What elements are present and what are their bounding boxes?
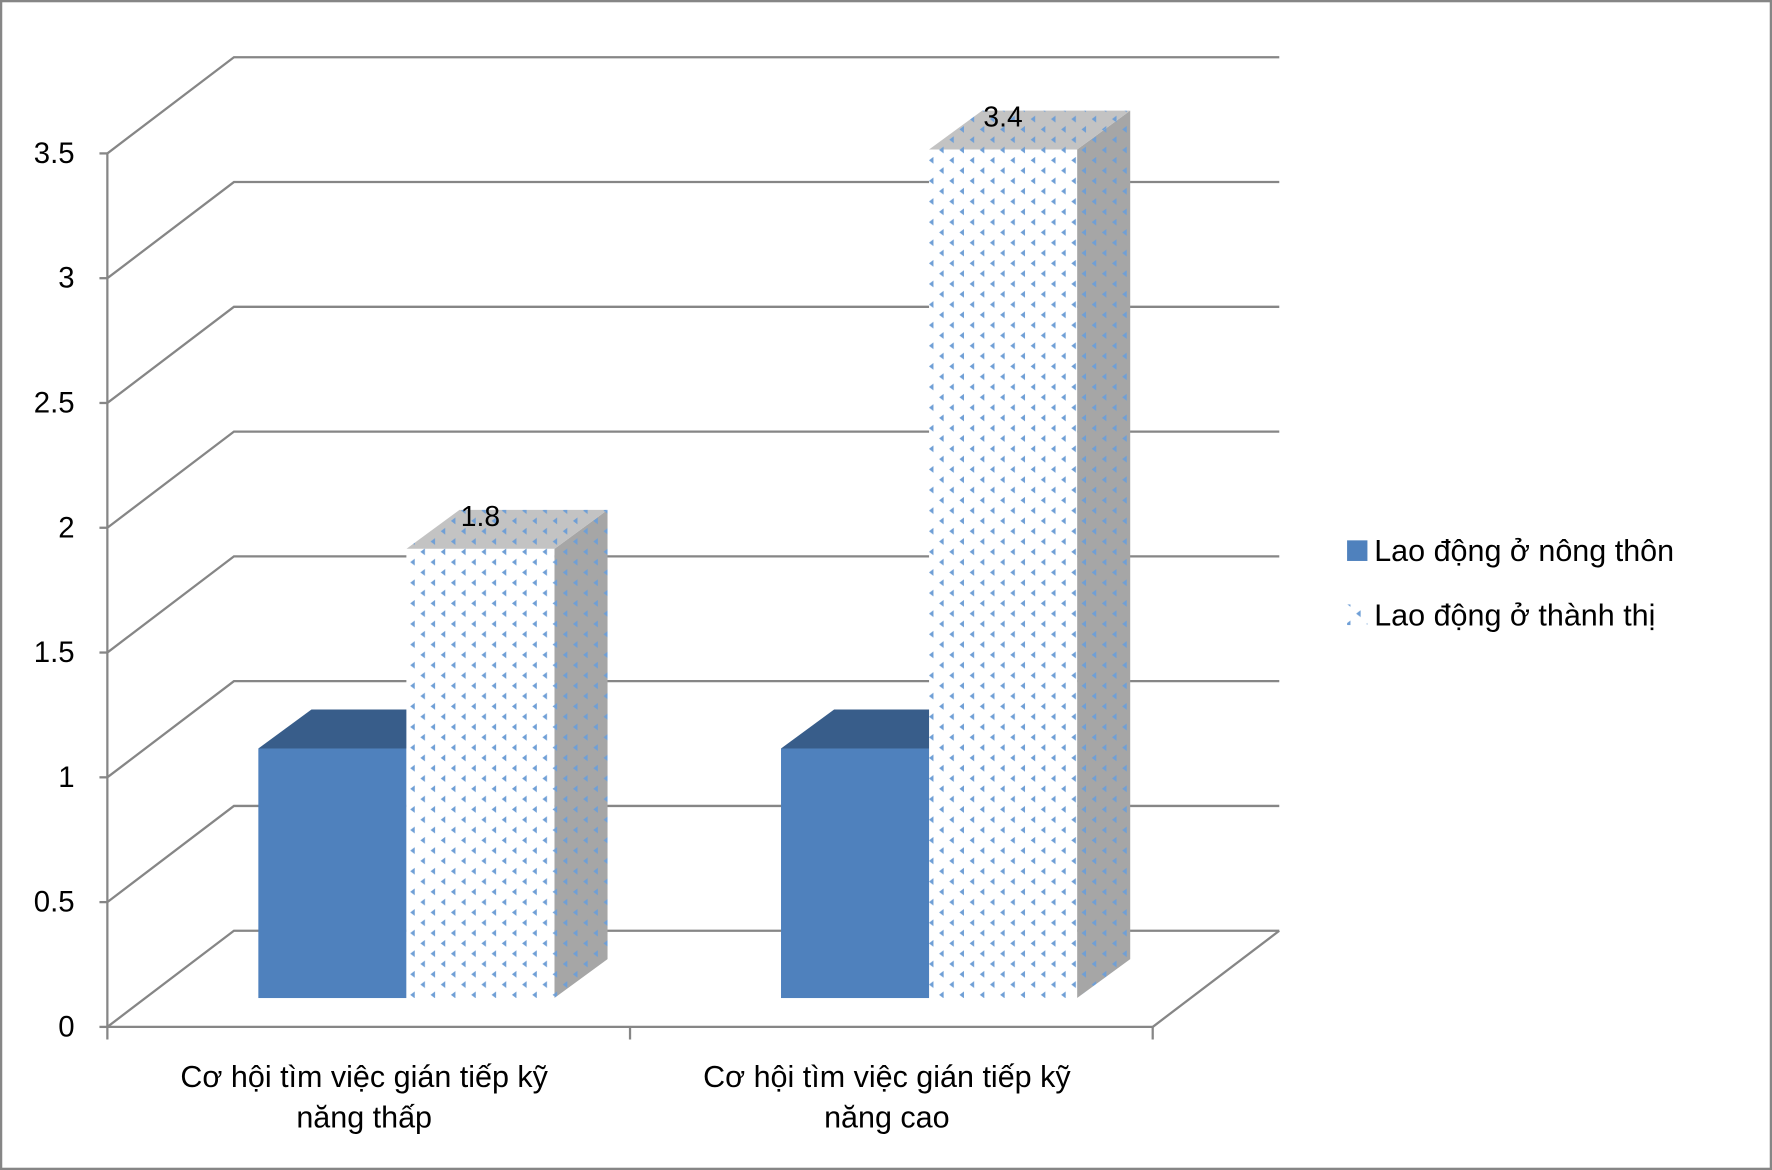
gridline bbox=[106, 56, 1280, 155]
x-category-label-line: năng cao bbox=[824, 1099, 950, 1134]
x-category-label: Cơ hội tìm việc gián tiếp kỹ năng cao bbox=[703, 1059, 1071, 1134]
bar-top-face bbox=[406, 509, 608, 549]
y-tick-label: 3 bbox=[58, 262, 74, 295]
bar bbox=[406, 509, 608, 999]
y-tick-label: 0.5 bbox=[34, 886, 75, 919]
legend-label: Lao động ở thành thị bbox=[1374, 597, 1655, 632]
x-category-label-line: Cơ hội tìm việc gián tiếp kỹ bbox=[703, 1059, 1071, 1094]
y-tick-label: 0 bbox=[58, 1010, 74, 1043]
legend-marker bbox=[1347, 604, 1368, 626]
bar-front-face bbox=[258, 748, 407, 999]
floor-right-edge bbox=[1152, 929, 1280, 1028]
legend-marker bbox=[1347, 540, 1368, 561]
data-labels: 1.8 3.4 bbox=[461, 101, 1023, 533]
legend-label: Lao động ở nông thôn bbox=[1374, 533, 1674, 568]
bar-front-face bbox=[781, 748, 930, 999]
data-label: 1.8 bbox=[461, 501, 500, 533]
y-axis-tick-labels: 0 0.5 1 1.5 2 2.5 3 3.5 bbox=[34, 137, 75, 1044]
bars bbox=[258, 110, 1131, 999]
bar-front-face bbox=[406, 548, 555, 999]
axes bbox=[99, 152, 1280, 1040]
bar-side-face bbox=[1077, 110, 1131, 999]
bar bbox=[929, 110, 1131, 999]
y-tick-label: 1.5 bbox=[34, 636, 75, 669]
bar-top-face bbox=[929, 110, 1131, 150]
x-axis-category-labels: Cơ hội tìm việc gián tiếp kỹ năng thấpCơ … bbox=[180, 1059, 1071, 1134]
bar-front-face bbox=[929, 149, 1078, 999]
y-tick-label: 1 bbox=[58, 761, 74, 794]
x-category-label-line: năng thấp bbox=[296, 1099, 432, 1134]
bar-side-face bbox=[554, 509, 608, 999]
x-category-label-line: Cơ hội tìm việc gián tiếp kỹ bbox=[180, 1059, 548, 1094]
data-label: 3.4 bbox=[983, 101, 1022, 133]
legend-item: Lao động ở nông thôn bbox=[1347, 533, 1674, 568]
y-tick-label: 2.5 bbox=[34, 386, 75, 419]
y-tick-label: 3.5 bbox=[34, 137, 75, 170]
legend-item: Lao động ở thành thị bbox=[1347, 597, 1655, 632]
legend: Lao động ở nông thôn Lao động ở thành thị bbox=[1347, 533, 1674, 632]
x-category-label: Cơ hội tìm việc gián tiếp kỹ năng thấp bbox=[180, 1059, 548, 1134]
y-tick-label: 2 bbox=[58, 511, 74, 544]
